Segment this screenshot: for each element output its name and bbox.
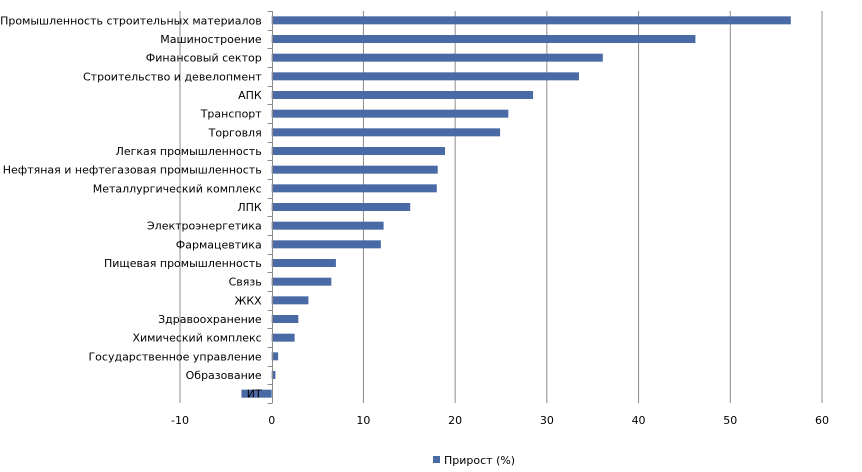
legend-swatch (433, 456, 440, 463)
bar (271, 16, 791, 25)
bar (271, 296, 309, 305)
bar (271, 259, 336, 267)
category-label: Электроэнергетика (147, 220, 262, 233)
x-tick-label: 0 (268, 414, 275, 427)
category-label: Торговля (208, 126, 262, 139)
category-label: Пищевая промышленность (104, 257, 262, 270)
legend-label: Прирост (%) (444, 454, 515, 467)
category-label: Связь (229, 276, 262, 289)
category-label: Легкая промышленность (116, 145, 262, 158)
category-label: Фармацевтика (176, 238, 262, 251)
x-tick-label: 50 (723, 414, 737, 427)
category-label: ЛПК (237, 201, 262, 214)
category-label: Строительство и девелопмент (83, 70, 262, 83)
category-label: ИТ (247, 388, 262, 401)
x-tick-label: 30 (540, 414, 554, 427)
bar (271, 240, 381, 249)
category-label: Здравоохранение (158, 313, 262, 326)
category-label: Химический комплекс (132, 332, 261, 345)
category-label: ЖКХ (235, 294, 263, 307)
bar (271, 165, 438, 174)
x-tick-label: -10 (171, 414, 189, 427)
bar (271, 128, 501, 137)
legend: Прирост (%) (433, 454, 515, 467)
category-labels: Промышленность строительных материалов Ма… (0, 14, 262, 400)
bar (241, 389, 272, 398)
x-tick-label: 10 (356, 414, 370, 427)
bars (241, 16, 791, 398)
category-label: Транспорт (200, 108, 263, 121)
category-label: Образование (186, 369, 262, 382)
x-tick-label: 20 (448, 414, 462, 427)
category-label: АПК (238, 89, 262, 102)
bar (271, 315, 299, 323)
bar (271, 203, 411, 211)
category-label: Промышленность строительных материалов (0, 14, 262, 27)
category-label: Машиностроение (160, 33, 262, 46)
bar (271, 221, 384, 230)
bar (271, 109, 509, 118)
category-label: Государственное управление (88, 350, 261, 363)
bar (271, 352, 279, 361)
bar (271, 147, 446, 155)
bar (271, 53, 603, 62)
bar (271, 91, 534, 99)
bar (271, 184, 437, 193)
zero-axis (267, 11, 273, 404)
category-label: Нефтяная и нефтегазовая промышленность (3, 164, 262, 177)
bar (271, 333, 295, 342)
bar (271, 277, 332, 286)
x-tick-label: 40 (632, 414, 646, 427)
category-label: Металлургический комплекс (93, 182, 262, 195)
x-tick-labels: -10 0 10 20 30 40 50 60 (171, 414, 829, 427)
bar (271, 72, 579, 81)
bar (271, 35, 696, 43)
x-tick-label: 60 (815, 414, 829, 427)
category-label: Финансовый сектор (146, 52, 262, 65)
bar (271, 371, 276, 379)
